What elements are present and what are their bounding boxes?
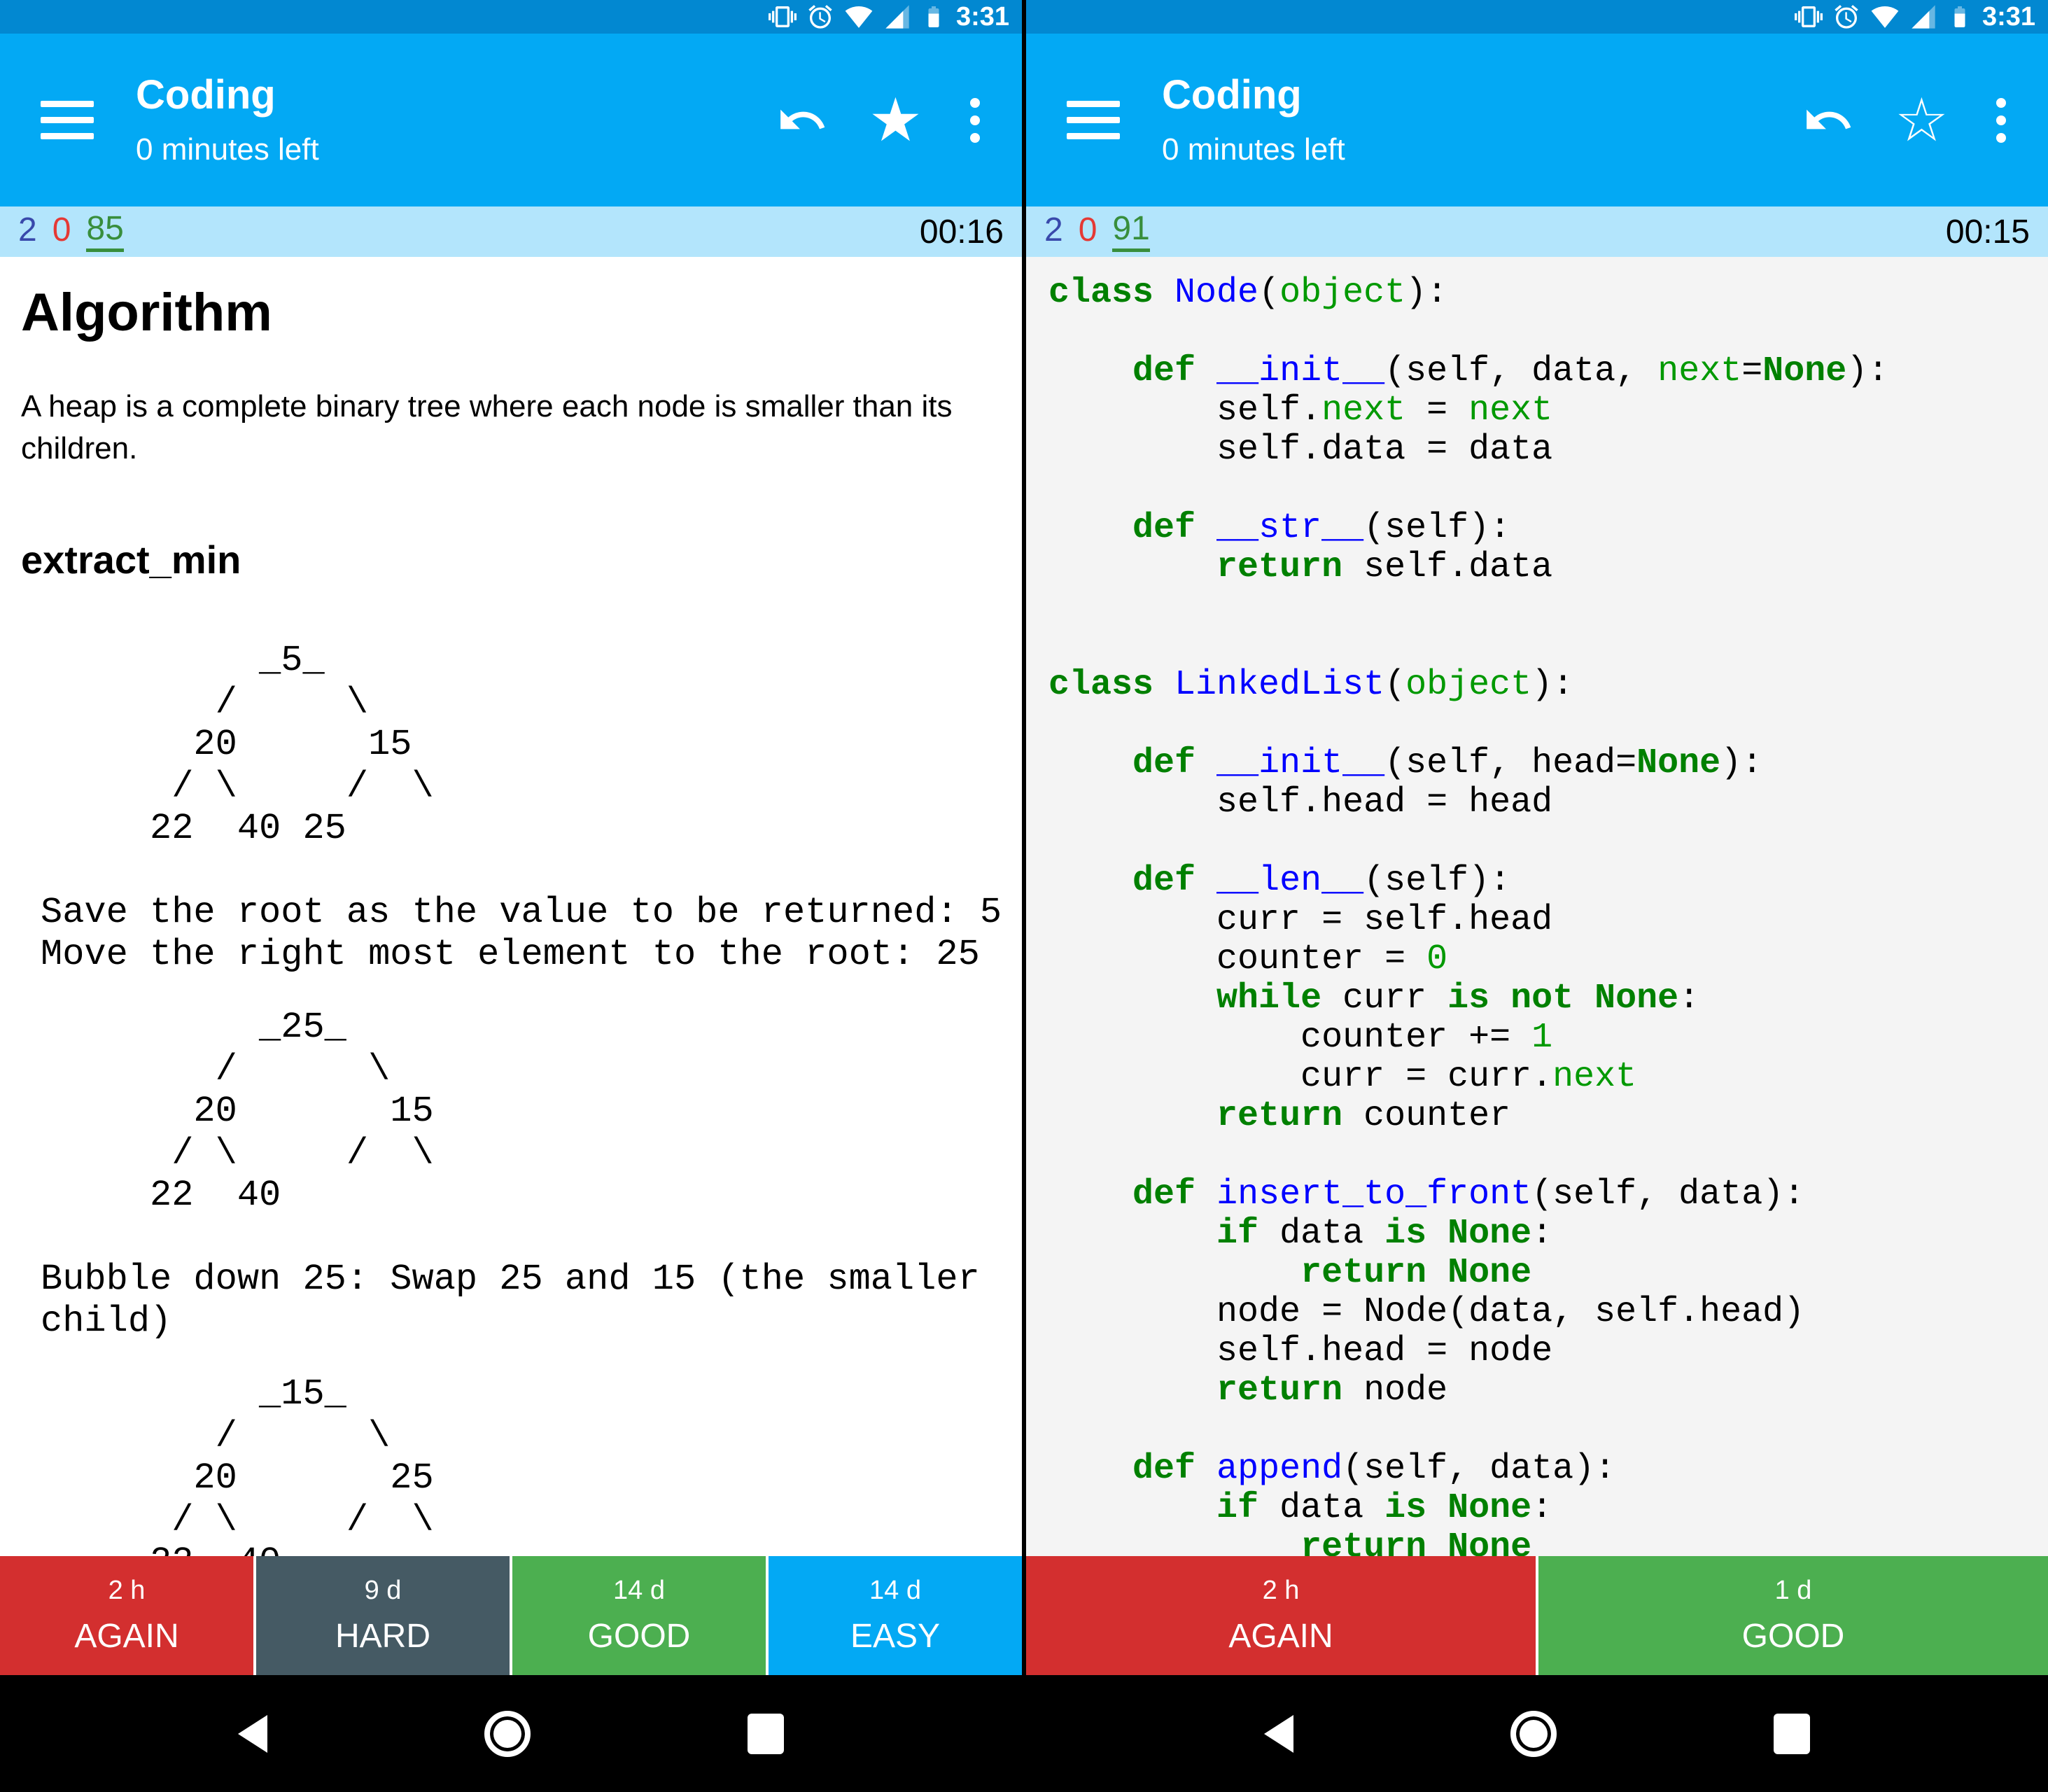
alarm-icon xyxy=(1835,5,1858,29)
step-text-2: Bubble down 25: Swap 25 and 15 (the smal… xyxy=(41,1258,980,1342)
answer-again-button[interactable]: 2 h AGAIN xyxy=(0,1556,253,1675)
back-icon[interactable] xyxy=(1264,1714,1293,1753)
ascii-tree-2: _25_ / \ 20 15 / \ / \ 22 40 xyxy=(150,1006,434,1216)
answer-good-button[interactable]: 14 d GOOD xyxy=(512,1556,766,1675)
answer-time: 2 h xyxy=(108,1576,146,1605)
navigation-bar xyxy=(0,1675,1022,1792)
vibrate-icon xyxy=(1794,6,1823,27)
app-bar: Coding 0 minutes left ☆ xyxy=(1026,34,2048,206)
answer-label: AGAIN xyxy=(1228,1618,1333,1655)
wifi-icon xyxy=(845,6,873,28)
app-bar: Coding 0 minutes left ★ xyxy=(0,34,1022,206)
overflow-menu-icon[interactable] xyxy=(963,94,987,147)
answer-buttons: 2 h AGAIN 9 d HARD 14 d GOOD 14 d EASY xyxy=(0,1556,1022,1675)
answer-time: 14 d xyxy=(869,1576,921,1605)
answer-time: 1 d xyxy=(1774,1576,1812,1605)
counter-bar: 2 0 91 00:15 xyxy=(1026,206,2048,257)
answer-label: AGAIN xyxy=(74,1618,179,1655)
ascii-tree-1: _5_ / \ 20 15 / \ / \ 22 40 25 xyxy=(150,639,434,849)
battery-icon xyxy=(928,6,939,27)
deck-subtitle: 0 minutes left xyxy=(1162,132,1345,167)
learn-count: 0 xyxy=(1078,211,1097,248)
deck-title: Coding xyxy=(1162,71,1302,118)
answer-time: 9 d xyxy=(364,1576,402,1605)
answer-easy-button[interactable]: 14 d EASY xyxy=(769,1556,1022,1675)
status-time: 3:31 xyxy=(1982,1,2035,31)
status-bar: 3:31 xyxy=(0,0,1022,34)
undo-icon[interactable] xyxy=(1802,94,1854,146)
card-subheading: extract_min xyxy=(21,537,241,582)
overflow-menu-icon[interactable] xyxy=(1989,94,2013,147)
deck-title: Coding xyxy=(136,71,276,118)
home-icon[interactable] xyxy=(1510,1710,1557,1757)
answer-label: HARD xyxy=(335,1618,430,1655)
answer-hard-button[interactable]: 9 d HARD xyxy=(256,1556,510,1675)
counter-bar: 2 0 85 00:16 xyxy=(0,206,1022,257)
card-content: Algorithm A heap is a complete binary tr… xyxy=(0,257,1022,1556)
answer-time: 2 h xyxy=(1262,1576,1300,1605)
deck-titles: Coding 0 minutes left xyxy=(136,71,319,168)
undo-icon[interactable] xyxy=(776,94,828,146)
status-bar: 3:31 xyxy=(1026,0,2048,34)
review-count: 85 xyxy=(86,211,124,252)
app-bar-actions: ★ xyxy=(776,90,1022,150)
learn-count: 0 xyxy=(52,211,71,248)
new-count: 2 xyxy=(1044,211,1063,248)
menu-icon[interactable] xyxy=(1067,101,1120,139)
screen-right: 3:31 Coding 0 minutes left ☆ 2 0 91 00:1… xyxy=(1026,0,2048,1792)
card-paragraph: A heap is a complete binary tree where e… xyxy=(21,388,953,465)
signal-icon xyxy=(1912,5,1935,29)
screen-left: 3:31 Coding 0 minutes left ★ 2 0 85 00:1… xyxy=(0,0,1022,1792)
battery-icon xyxy=(1954,6,1965,27)
alarm-icon xyxy=(808,5,832,29)
answer-label: GOOD xyxy=(1741,1618,1845,1655)
wifi-icon xyxy=(1871,6,1899,28)
answer-buttons: 2 h AGAIN 1 d GOOD xyxy=(1026,1556,2048,1675)
step-text-1: Save the root as the value to be returne… xyxy=(41,891,1002,975)
answer-label: GOOD xyxy=(587,1618,691,1655)
back-icon[interactable] xyxy=(238,1714,267,1753)
card-timer: 00:15 xyxy=(1945,213,2030,251)
mark-star-icon[interactable]: ☆ xyxy=(1894,85,1949,155)
mark-star-icon[interactable]: ★ xyxy=(868,85,923,155)
review-count: 91 xyxy=(1112,211,1150,252)
deck-titles: Coding 0 minutes left xyxy=(1162,71,1345,168)
status-time: 3:31 xyxy=(955,1,1009,31)
deck-subtitle: 0 minutes left xyxy=(136,132,319,167)
recents-icon[interactable] xyxy=(748,1713,784,1754)
navigation-bar xyxy=(1026,1675,2048,1792)
recents-icon[interactable] xyxy=(1774,1713,1810,1754)
answer-time: 14 d xyxy=(613,1576,665,1605)
answer-good-button[interactable]: 1 d GOOD xyxy=(1538,1556,2048,1675)
signal-icon xyxy=(885,5,909,29)
answer-again-button[interactable]: 2 h AGAIN xyxy=(1026,1556,1536,1675)
code-block: class Node(object): def __init__(self, d… xyxy=(1048,273,1889,1557)
card-content: class Node(object): def __init__(self, d… xyxy=(1026,257,2048,1556)
menu-icon[interactable] xyxy=(41,101,94,139)
vibrate-icon xyxy=(768,6,797,27)
home-icon[interactable] xyxy=(484,1710,531,1757)
app-bar-actions: ☆ xyxy=(1802,90,2048,150)
answer-label: EASY xyxy=(850,1618,941,1655)
ascii-tree-3: _15_ / \ 20 25 / \ / \ 22 40 xyxy=(150,1373,434,1556)
card-heading: Algorithm xyxy=(21,283,272,342)
card-timer: 00:16 xyxy=(919,213,1004,251)
new-count: 2 xyxy=(18,211,37,248)
